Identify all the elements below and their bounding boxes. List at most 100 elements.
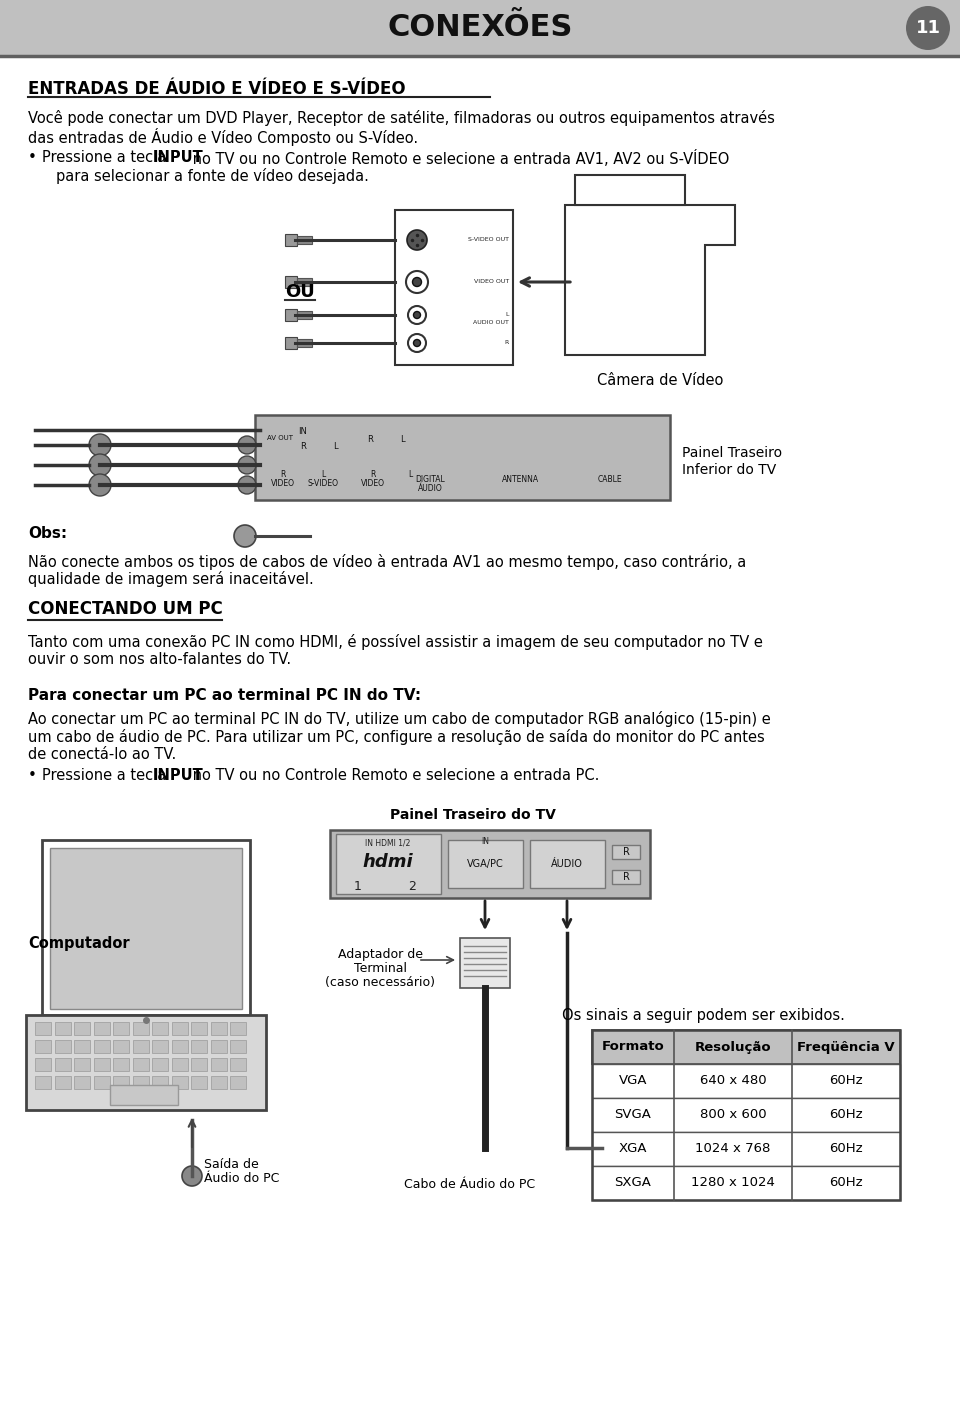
- Text: 60Hz: 60Hz: [829, 1143, 863, 1156]
- Text: L: L: [333, 442, 337, 452]
- Circle shape: [238, 456, 256, 474]
- Text: VIDEO: VIDEO: [271, 479, 295, 488]
- Bar: [74, 1076, 90, 1089]
- Text: IN: IN: [481, 838, 489, 846]
- Text: INPUT: INPUT: [153, 768, 204, 782]
- Text: Você pode conectar um DVD Player, Receptor de satélite, filmadoras ou outros equ: Você pode conectar um DVD Player, Recept…: [28, 109, 775, 126]
- Text: SXGA: SXGA: [614, 1177, 652, 1190]
- Bar: [191, 1022, 207, 1035]
- Bar: [152, 1058, 168, 1071]
- Bar: [35, 1058, 51, 1071]
- Bar: [285, 337, 297, 349]
- Text: Painel Traseiro do TV: Painel Traseiro do TV: [390, 808, 556, 822]
- Text: Freqüência V: Freqüência V: [797, 1041, 895, 1054]
- Bar: [172, 1039, 187, 1054]
- Text: (caso necessário): (caso necessário): [325, 976, 435, 988]
- Bar: [592, 1132, 900, 1166]
- Text: R: R: [623, 872, 630, 882]
- Text: L: L: [321, 470, 325, 479]
- Text: hdmi: hdmi: [363, 853, 414, 870]
- Bar: [592, 1064, 900, 1098]
- Text: Formato: Formato: [602, 1041, 664, 1054]
- Text: Não conecte ambos os tipos de cabos de vídeo à entrada AV1 ao mesmo tempo, caso : Não conecte ambos os tipos de cabos de v…: [28, 554, 746, 569]
- Text: no TV ou no Controle Remoto e selecione a entrada PC.: no TV ou no Controle Remoto e selecione …: [188, 768, 599, 782]
- Bar: [460, 939, 510, 988]
- Bar: [230, 1022, 246, 1035]
- Text: 800 x 600: 800 x 600: [700, 1109, 766, 1122]
- Text: Pressione a tecla: Pressione a tecla: [42, 768, 171, 782]
- Bar: [132, 1022, 149, 1035]
- Bar: [210, 1058, 227, 1071]
- Text: Áudio do PC: Áudio do PC: [204, 1172, 279, 1186]
- Text: R: R: [300, 442, 306, 452]
- Bar: [132, 1058, 149, 1071]
- Bar: [113, 1076, 129, 1089]
- Text: qualidade de imagem será inaceitável.: qualidade de imagem será inaceitável.: [28, 571, 314, 586]
- Text: 60Hz: 60Hz: [829, 1177, 863, 1190]
- Text: de conectá-lo ao TV.: de conectá-lo ao TV.: [28, 747, 177, 763]
- Bar: [113, 1058, 129, 1071]
- Text: AUDIO OUT: AUDIO OUT: [473, 320, 509, 325]
- Text: 60Hz: 60Hz: [829, 1109, 863, 1122]
- Text: VGA/PC: VGA/PC: [467, 859, 503, 869]
- Bar: [592, 1030, 900, 1064]
- Bar: [35, 1039, 51, 1054]
- Text: R: R: [280, 470, 286, 479]
- Text: VIDEO: VIDEO: [361, 479, 385, 488]
- Bar: [152, 1039, 168, 1054]
- Bar: [336, 834, 441, 895]
- Circle shape: [407, 230, 427, 250]
- Circle shape: [406, 271, 428, 293]
- Circle shape: [414, 311, 420, 318]
- Bar: [530, 841, 605, 888]
- Text: ANTENNA: ANTENNA: [501, 476, 539, 484]
- Text: 1280 x 1024: 1280 x 1024: [691, 1177, 775, 1190]
- Circle shape: [906, 6, 950, 50]
- Text: DIGITAL: DIGITAL: [415, 476, 444, 484]
- Bar: [612, 845, 640, 859]
- Circle shape: [413, 277, 421, 287]
- Bar: [172, 1076, 187, 1089]
- Bar: [0, 0, 960, 55]
- Text: Terminal: Terminal: [353, 961, 406, 976]
- Text: 11: 11: [916, 18, 941, 37]
- Bar: [55, 1039, 70, 1054]
- Text: Pressione a tecla: Pressione a tecla: [42, 151, 171, 165]
- Bar: [330, 831, 650, 897]
- Bar: [113, 1022, 129, 1035]
- Bar: [297, 236, 312, 244]
- Circle shape: [89, 454, 111, 476]
- Text: Para conectar um PC ao terminal PC IN do TV:: Para conectar um PC ao terminal PC IN do…: [28, 689, 421, 703]
- Text: Resolução: Resolução: [695, 1041, 771, 1054]
- Text: um cabo de áudio de PC. Para utilizar um PC, configure a resolução de saída do m: um cabo de áudio de PC. Para utilizar um…: [28, 728, 765, 746]
- Text: CONECTANDO UM PC: CONECTANDO UM PC: [28, 601, 223, 618]
- Text: •: •: [28, 768, 36, 782]
- Text: Cabo de Áudio do PC: Cabo de Áudio do PC: [404, 1179, 536, 1191]
- Bar: [55, 1076, 70, 1089]
- Text: ouvir o som nos alto-falantes do TV.: ouvir o som nos alto-falantes do TV.: [28, 652, 291, 667]
- Text: Obs:: Obs:: [28, 525, 67, 541]
- Bar: [55, 1022, 70, 1035]
- Polygon shape: [575, 175, 685, 204]
- Bar: [74, 1058, 90, 1071]
- Text: 1024 x 768: 1024 x 768: [695, 1143, 771, 1156]
- Text: R: R: [367, 435, 372, 444]
- Bar: [255, 415, 670, 500]
- Bar: [592, 1166, 900, 1200]
- Circle shape: [89, 474, 111, 496]
- Bar: [55, 1058, 70, 1071]
- Text: XGA: XGA: [619, 1143, 647, 1156]
- Bar: [210, 1039, 227, 1054]
- Bar: [395, 210, 513, 365]
- Text: L: L: [408, 470, 412, 479]
- Bar: [172, 1022, 187, 1035]
- Text: Adaptador de: Adaptador de: [338, 949, 422, 961]
- Text: R: R: [371, 470, 375, 479]
- Bar: [191, 1076, 207, 1089]
- Text: R: R: [623, 846, 630, 858]
- Text: CONEXÕES: CONEXÕES: [387, 14, 573, 43]
- Text: Tanto com uma conexão PC IN como HDMI, é possível assistir a imagem de seu compu: Tanto com uma conexão PC IN como HDMI, é…: [28, 633, 763, 650]
- Bar: [93, 1022, 109, 1035]
- Text: R: R: [505, 339, 509, 345]
- Bar: [592, 1030, 900, 1200]
